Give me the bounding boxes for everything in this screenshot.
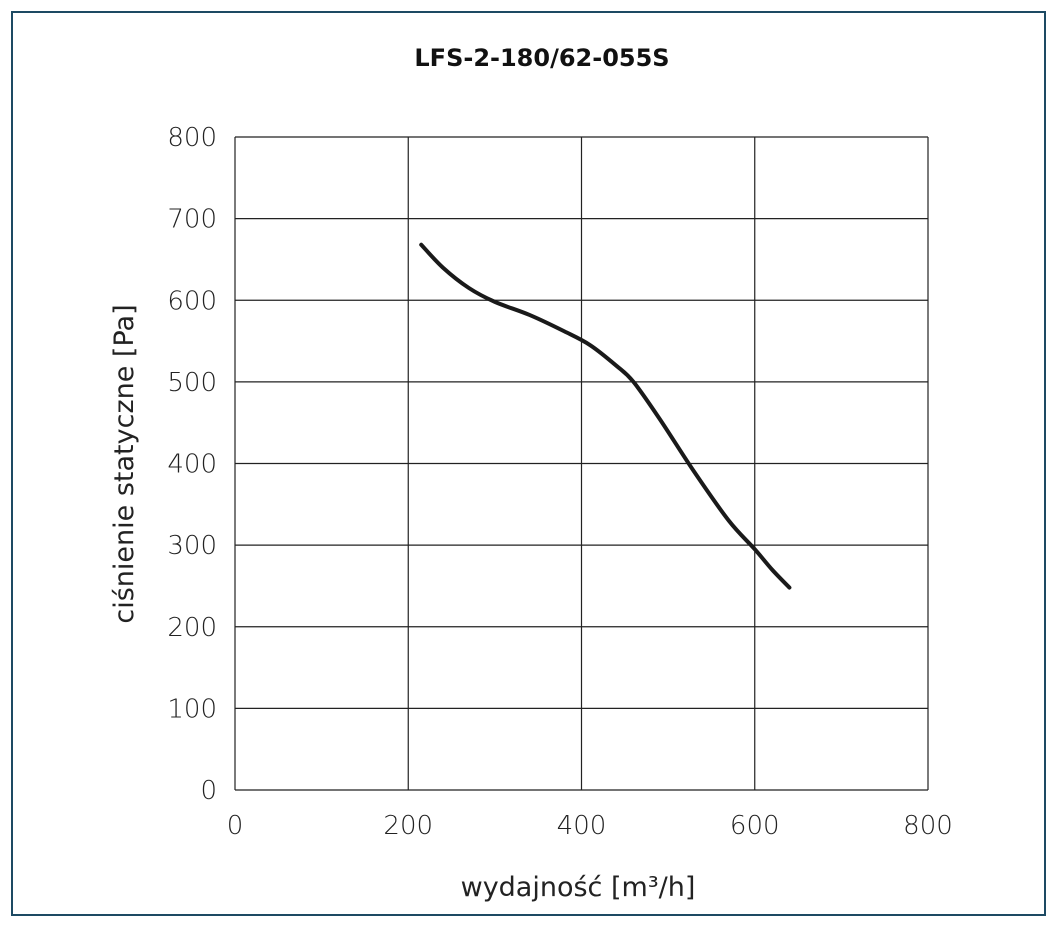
y-tick-label: 0 <box>200 776 217 806</box>
y-tick-label: 700 <box>167 205 217 235</box>
x-tick-label: 400 <box>557 811 607 841</box>
y-tick-labels: 0 100 200 300 400 500 600 700 800 <box>167 123 217 806</box>
chart-frame <box>11 11 1046 916</box>
y-tick-label: 800 <box>167 123 217 153</box>
x-tick-label: 200 <box>383 811 433 841</box>
x-tick-label: 600 <box>730 811 780 841</box>
x-tick-labels: 0 200 400 600 800 <box>227 811 953 841</box>
grid <box>234 136 929 791</box>
y-tick-label: 200 <box>167 613 217 643</box>
x-tick-label: 0 <box>227 811 244 841</box>
x-axis-label: wydajność [m³/h] <box>461 872 696 903</box>
y-tick-label: 400 <box>167 450 217 480</box>
y-tick-label: 300 <box>167 531 217 561</box>
series-line <box>419 242 792 590</box>
y-tick-label: 600 <box>167 286 217 316</box>
x-tick-label: 800 <box>903 811 953 841</box>
y-axis-label: ciśnienie statyczne [Pa] <box>109 304 140 623</box>
y-tick-label: 500 <box>167 368 217 398</box>
y-tick-label: 100 <box>167 694 217 724</box>
chart-title: LFS-2-180/62-055S <box>414 44 669 72</box>
series-layer <box>419 242 792 590</box>
